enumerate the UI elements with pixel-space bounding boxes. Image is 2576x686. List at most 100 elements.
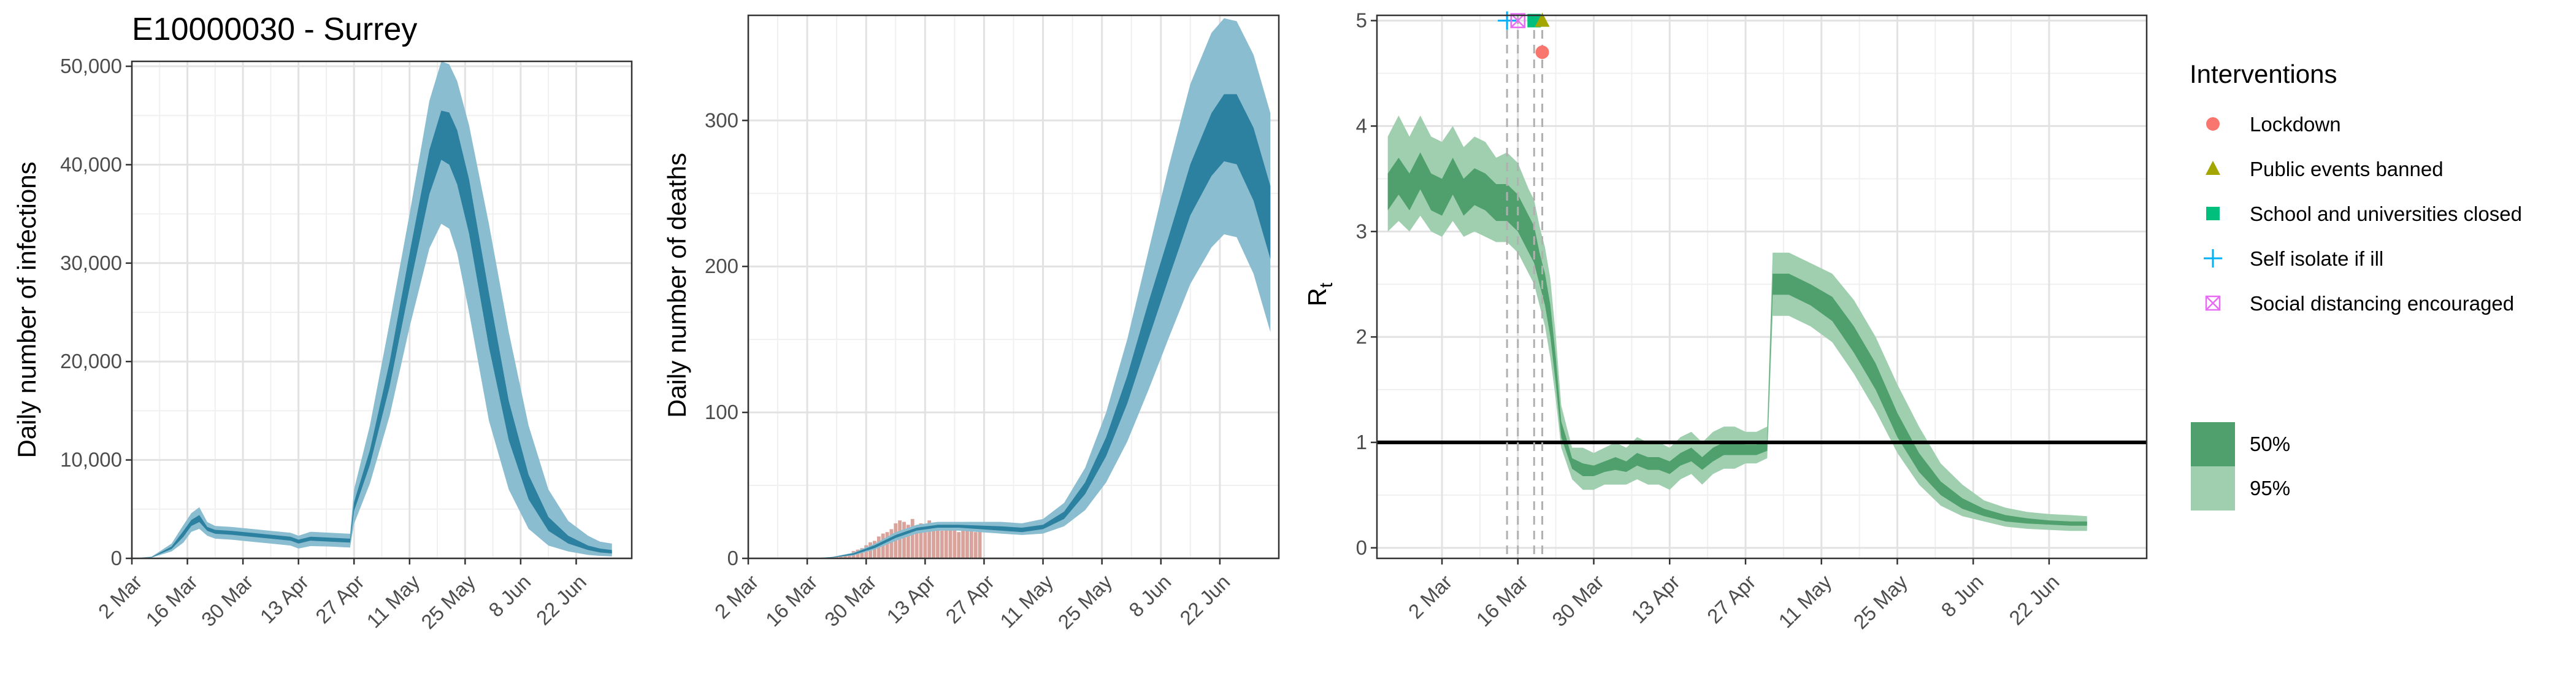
intervention-marker-circle (1535, 45, 1549, 60)
rt-y-axis-title: Rt (1303, 282, 1336, 306)
infections-y-tick-label: 10,000 (60, 449, 122, 471)
rt-y-tick-label: 2 (1356, 325, 1367, 348)
rt-axes: 2 Mar 16 Mar 30 Mar 13 Apr 27 Apr 11 May 25 Ma… (1356, 9, 2064, 634)
infections-y-axis-title: Daily number of infections (12, 161, 41, 458)
deaths-x-tick-label: 8 Jun (1124, 570, 1175, 621)
observed-deaths-bar (957, 532, 961, 558)
infections-x-tick-label: 8 Jun (484, 570, 535, 621)
rt-x-tick-label: 30 Mar (1547, 570, 1608, 631)
intervention-marker-plus (1498, 11, 1517, 30)
deaths-x-tick-label: 16 Mar (761, 570, 822, 631)
observed-deaths-bar (910, 518, 914, 558)
intervention-lines (1506, 15, 1544, 558)
rt-band-95 (1387, 115, 2087, 531)
rt-y-tick-label: 5 (1356, 9, 1367, 32)
deaths-bands (748, 18, 1271, 559)
rt-x-tick-label: 27 Apr (1703, 570, 1760, 628)
infections-bands (132, 61, 612, 558)
observed-deaths-bar (940, 530, 944, 558)
deaths-x-tick-label: 25 May (1054, 570, 1117, 633)
infections-band-95 (132, 61, 612, 558)
infections-grid (131, 61, 632, 560)
infections-y-tick-label: 40,000 (60, 153, 122, 175)
legend-key-circle (2206, 117, 2220, 131)
deaths-x-tick-label: 11 May (995, 570, 1057, 632)
rt-x-tick-label: 11 May (1774, 570, 1836, 632)
legend-interval-label: 95% (2250, 477, 2290, 499)
deaths-x-tick-label: 13 Apr (882, 570, 940, 628)
legend-key-triangle (2206, 161, 2220, 175)
legend-key-square (2206, 207, 2220, 220)
legend-label: Lockdown (2250, 113, 2341, 136)
legend-interval-swatch (2191, 422, 2235, 466)
legend-interval-label: 50% (2250, 433, 2290, 455)
infections-x-tick-label: 11 May (362, 570, 424, 632)
legend-label: Self isolate if ill (2250, 247, 2383, 270)
infections-x-tick-label: 16 Mar (141, 570, 202, 631)
observed-deaths-bar (885, 532, 889, 558)
infections-y-tick-label: 50,000 (60, 55, 122, 77)
deaths-y-tick-label: 0 (727, 547, 738, 569)
observed-deaths-bar (889, 529, 894, 558)
infections-x-tick-label: 25 May (416, 570, 480, 633)
observed-deaths-bar (923, 529, 927, 558)
legend-label: School and universities closed (2250, 202, 2522, 225)
legend-interventions: Lockdown Public events banned School and u… (2204, 113, 2522, 315)
legend-interval-swatch (2191, 466, 2235, 511)
deaths-x-tick-label: 2 Mar (710, 570, 763, 623)
chart-title: E10000030 - Surrey (132, 12, 417, 47)
deaths-band-50 (748, 94, 1271, 558)
rt-plot-frame (1376, 14, 2148, 560)
observed-deaths-bar (953, 526, 957, 558)
observed-deaths-bar (873, 541, 876, 558)
observed-deaths-bar (919, 523, 923, 558)
legend-key-plus (2204, 249, 2222, 268)
observed-deaths-bar (927, 520, 932, 558)
deaths-x-tick-label: 22 Jun (1175, 570, 1234, 629)
observed-deaths-bar (902, 522, 906, 558)
rt-y-tick-label: 1 (1356, 431, 1367, 453)
observed-deaths-bar (847, 553, 851, 558)
rt-y-tick-label: 4 (1356, 114, 1367, 137)
infections-plot-frame (131, 60, 633, 560)
rt-x-tick-label: 8 Jun (1937, 570, 1988, 621)
rt-grid (1377, 15, 2147, 558)
intervention-markers (1498, 11, 1550, 60)
observed-deaths-bar (973, 532, 978, 558)
deaths-y-tick-label: 200 (705, 255, 738, 277)
intervention-marker-triangle (1535, 12, 1550, 27)
rt-x-tick-label: 16 Mar (1472, 570, 1533, 631)
observed-deaths-bar (944, 523, 948, 558)
observed-deaths-bar (839, 555, 843, 558)
infections-x-tick-label: 2 Mar (94, 570, 147, 623)
deaths-band-95 (748, 18, 1271, 559)
observed-deaths-bar (936, 525, 940, 558)
infections-y-tick-label: 20,000 (60, 350, 122, 372)
rt-y-tick-label: 3 (1356, 220, 1367, 242)
deaths-y-tick-label: 100 (705, 401, 738, 423)
observed-deaths-bar (969, 529, 973, 558)
observed-deaths-bar (906, 525, 910, 558)
observed-deaths-bar (978, 526, 982, 558)
rt-x-tick-label: 25 May (1849, 570, 1912, 633)
rt-y-axis-title-main: R (1303, 288, 1332, 306)
deaths-y-axis-title: Daily number of deaths (662, 153, 691, 418)
rt-x-tick-label: 13 Apr (1627, 570, 1684, 628)
rt-y-axis-title-subscript: t (1316, 282, 1336, 288)
infections-x-tick-label: 22 Jun (532, 570, 591, 629)
infections-y-tick-label: 0 (111, 547, 122, 569)
observed-deaths-bar (948, 529, 953, 558)
infections-x-tick-label: 13 Apr (256, 570, 313, 628)
infections-x-tick-label: 30 Mar (197, 570, 258, 631)
deaths-plot-frame (747, 14, 1280, 560)
legend-intervals: 50% 95% (2191, 422, 2290, 511)
legend-title: Interventions (2190, 60, 2337, 88)
observed-deaths-bar (965, 530, 969, 558)
observed-deaths-bar (843, 555, 847, 558)
observed-deaths-bar (860, 548, 864, 558)
rt-x-tick-label: 22 Jun (2004, 570, 2063, 629)
